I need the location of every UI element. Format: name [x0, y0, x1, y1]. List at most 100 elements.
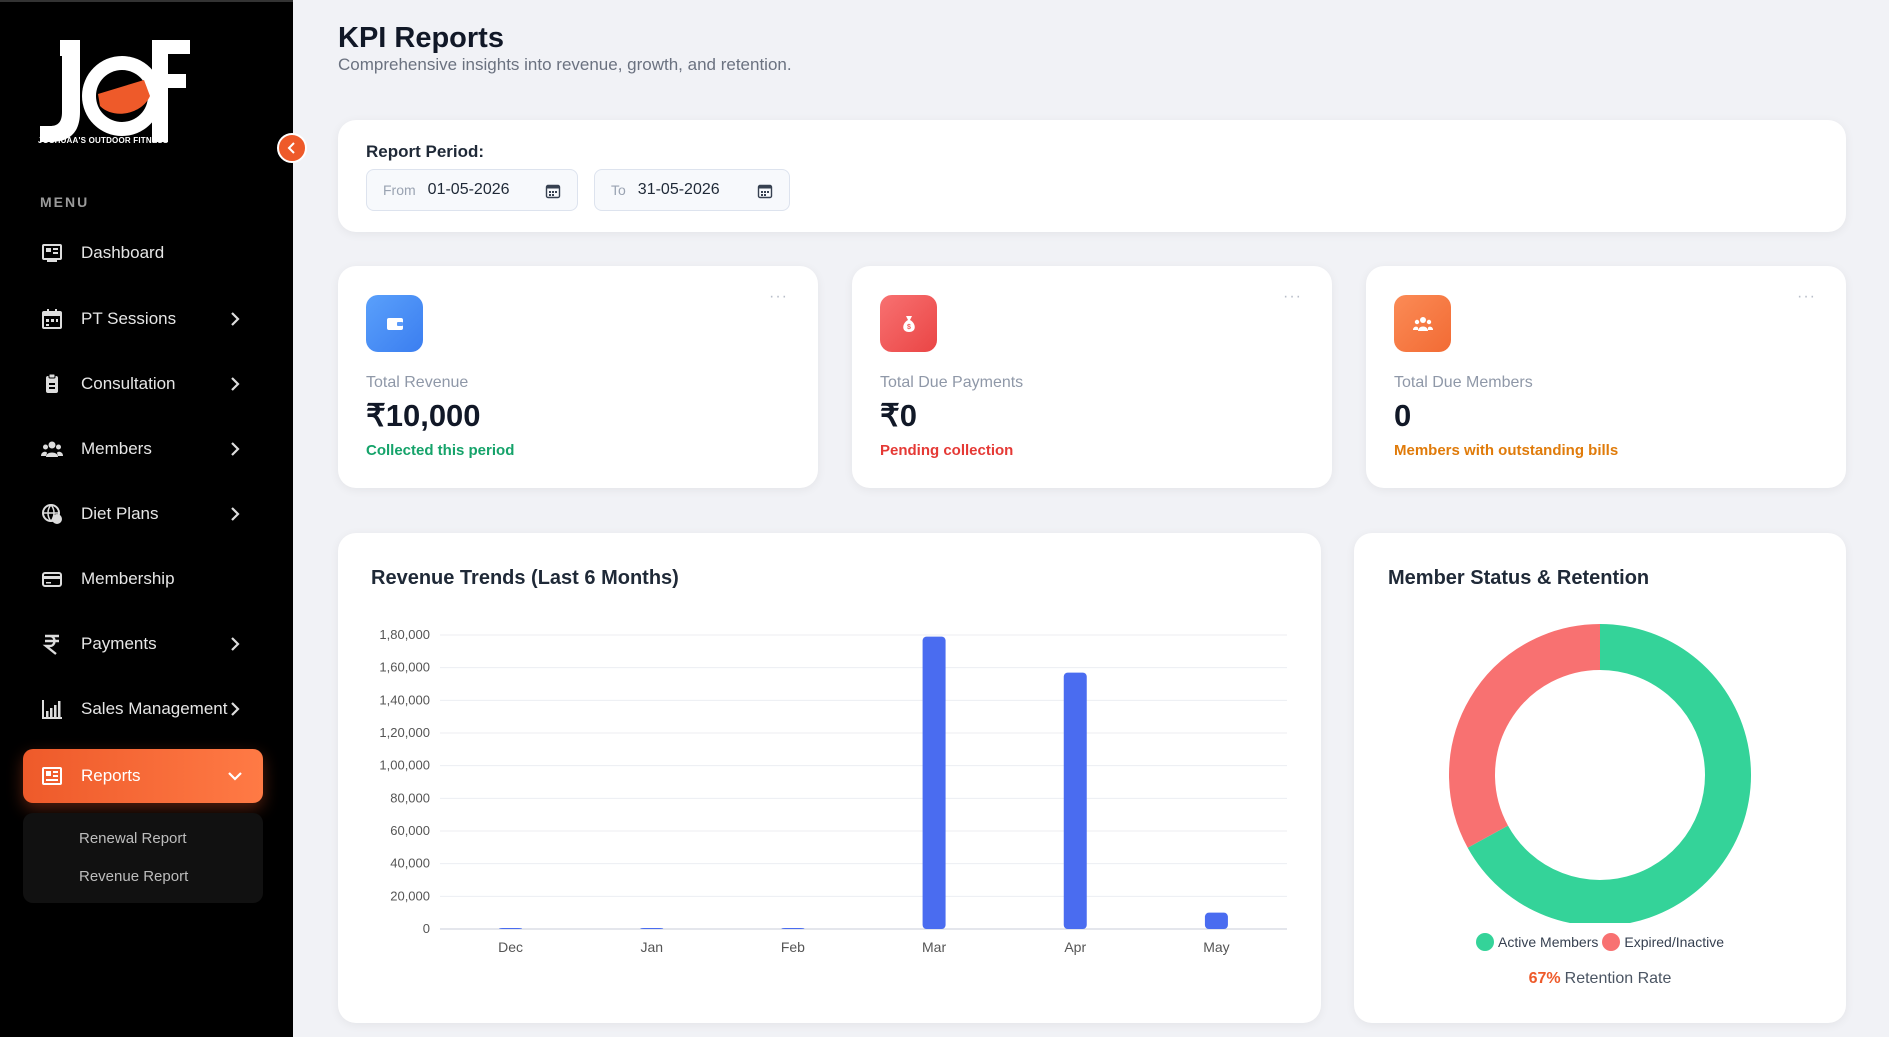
- revenue-trends-card: Revenue Trends (Last 6 Months) 0 20,000 40…: [338, 533, 1321, 1023]
- sidebar-item-label: Membership: [81, 569, 175, 588]
- chevron-right-icon: [231, 442, 240, 456]
- kpi-value: 0: [1394, 398, 1412, 433]
- legend-item-active[interactable]: Active Members: [1476, 933, 1598, 951]
- calendar-icon: [41, 308, 63, 330]
- y-tick-label: 1,40,000: [379, 692, 430, 707]
- x-tick-label: Dec: [498, 939, 523, 955]
- y-tick-label: 1,80,000: [379, 627, 430, 642]
- y-tick-label: 60,000: [390, 823, 430, 838]
- card-icon: [41, 568, 63, 590]
- to-date-input[interactable]: To 31-05-2026: [594, 169, 790, 211]
- revenue-bar-chart: 0 20,000 40,000 60,000 80,000 1,00,000 1,20,00…: [379, 627, 1287, 955]
- from-date-value: 01-05-2026: [427, 181, 510, 198]
- menu-label: MENU: [40, 194, 90, 210]
- calendar-icon[interactable]: [545, 183, 561, 199]
- sidebar-item-label: PT Sessions: [81, 309, 177, 328]
- kpi-card-total-due-payments: $ ··· Total Due Payments ₹0 Pending coll…: [852, 266, 1332, 488]
- sidebar-item-consultation[interactable]: Consultation: [23, 358, 263, 410]
- member-status-card: Member Status & Retention Active Members…: [1354, 533, 1846, 1023]
- kpi-card-total-revenue: ··· Total Revenue ₹10,000 Collected this…: [338, 266, 818, 488]
- bar[interactable]: [640, 928, 664, 930]
- chevron-left-icon: [287, 142, 295, 154]
- sidebar-item-pt-sessions[interactable]: PT Sessions: [23, 293, 263, 345]
- sidebar-item-membership[interactable]: Membership: [23, 553, 263, 605]
- to-date-value: 31-05-2026: [637, 181, 720, 198]
- page-subtitle: Comprehensive insights into revenue, gro…: [338, 55, 792, 74]
- kpi-label: Total Due Payments: [880, 374, 1024, 391]
- retention-label: Retention Rate: [1564, 970, 1672, 987]
- legend-swatch: [1602, 933, 1621, 951]
- clipboard-icon: [41, 373, 63, 395]
- reports-submenu: Renewal Report Revenue Report: [23, 813, 263, 903]
- legend-item-expired[interactable]: Expired/Inactive: [1602, 933, 1724, 951]
- chevron-right-icon: [231, 637, 240, 651]
- sidebar-item-label: Diet Plans: [81, 504, 159, 523]
- chevron-down-icon: [228, 772, 242, 781]
- x-tick-label: May: [1203, 939, 1229, 955]
- legend-label: Active Members: [1498, 934, 1599, 950]
- retention-rate: 67% Retention Rate: [1354, 970, 1846, 988]
- kpi-menu-icon[interactable]: ···: [1283, 288, 1302, 305]
- to-prefix: To: [611, 182, 626, 198]
- from-date-input[interactable]: From 01-05-2026: [366, 169, 578, 211]
- donut-slice[interactable]: [1449, 624, 1601, 848]
- chart-title: Revenue Trends (Last 6 Months): [371, 567, 679, 589]
- donut-legend: Active Members Expired/Inactive: [1354, 933, 1846, 951]
- retention-pct: 67%: [1528, 970, 1561, 987]
- page-title: KPI Reports: [338, 22, 504, 54]
- users-icon: [41, 438, 63, 460]
- kpi-label: Total Due Members: [1394, 374, 1533, 391]
- kpi-card-total-due-members: ··· Total Due Members 0 Members with out…: [1366, 266, 1846, 488]
- brand-logo[interactable]: [34, 34, 194, 149]
- x-tick-label: Feb: [781, 939, 805, 955]
- x-tick-label: Jan: [640, 939, 663, 955]
- chevron-right-icon: [231, 702, 240, 716]
- y-tick-label: 20,000: [390, 888, 430, 903]
- kpi-value: ₹10,000: [366, 398, 481, 433]
- kpi-menu-icon[interactable]: ···: [769, 288, 788, 305]
- sidebar-item-payments[interactable]: Payments: [23, 618, 263, 670]
- sidebar-item-reports[interactable]: Reports: [23, 749, 263, 803]
- bar-chart-icon: [41, 698, 63, 720]
- y-tick-label: 1,20,000: [379, 725, 430, 740]
- sidebar-item-diet-plans[interactable]: Diet Plans: [23, 488, 263, 540]
- kpi-menu-icon[interactable]: ···: [1797, 288, 1816, 305]
- x-tick-label: Apr: [1064, 939, 1086, 955]
- y-tick-label: 0: [423, 921, 430, 936]
- y-tick-label: 1,60,000: [379, 660, 430, 675]
- wallet-icon: [366, 295, 423, 352]
- sidebar-item-dashboard[interactable]: Dashboard: [23, 227, 263, 279]
- x-tick-label: Mar: [922, 939, 946, 955]
- bar[interactable]: [1204, 912, 1228, 929]
- report-period-label: Report Period:: [366, 142, 485, 161]
- chevron-right-icon: [231, 377, 240, 391]
- kpi-note: Pending collection: [880, 442, 1014, 459]
- calendar-icon[interactable]: [757, 183, 773, 199]
- rupee-icon: [41, 633, 63, 655]
- users-icon: [1394, 295, 1451, 352]
- chevron-right-icon: [231, 507, 240, 521]
- sidebar-item-label: Dashboard: [81, 243, 165, 262]
- donut-slice[interactable]: [1467, 624, 1751, 923]
- kpi-note: Collected this period: [366, 442, 515, 459]
- bar[interactable]: [922, 636, 946, 929]
- sidebar: JOSHUAA'S OUTDOOR FITNESS MENU Dashboard…: [0, 0, 293, 1037]
- submenu-item-revenue-report[interactable]: Revenue Report: [79, 868, 189, 885]
- chart-title: Member Status & Retention: [1388, 567, 1650, 589]
- sidebar-collapse-button[interactable]: [277, 133, 307, 163]
- y-tick-label: 40,000: [390, 856, 430, 871]
- legend-swatch: [1476, 933, 1495, 951]
- chevron-right-icon: [231, 312, 240, 326]
- sidebar-item-members[interactable]: Members: [23, 423, 263, 475]
- submenu-item-renewal-report[interactable]: Renewal Report: [79, 830, 187, 847]
- bar[interactable]: [781, 928, 805, 930]
- report-icon: [41, 765, 63, 787]
- sidebar-item-sales-management[interactable]: Sales Management: [23, 683, 263, 735]
- svg-text:$: $: [907, 324, 911, 331]
- kpi-label: Total Revenue: [366, 374, 469, 391]
- member-status-donut-chart: [1449, 624, 1751, 923]
- bar[interactable]: [1063, 672, 1087, 929]
- from-prefix: From: [383, 182, 416, 198]
- bar[interactable]: [499, 928, 523, 930]
- report-period-card: Report Period: From 01-05-2026 To 31-05-…: [338, 120, 1846, 232]
